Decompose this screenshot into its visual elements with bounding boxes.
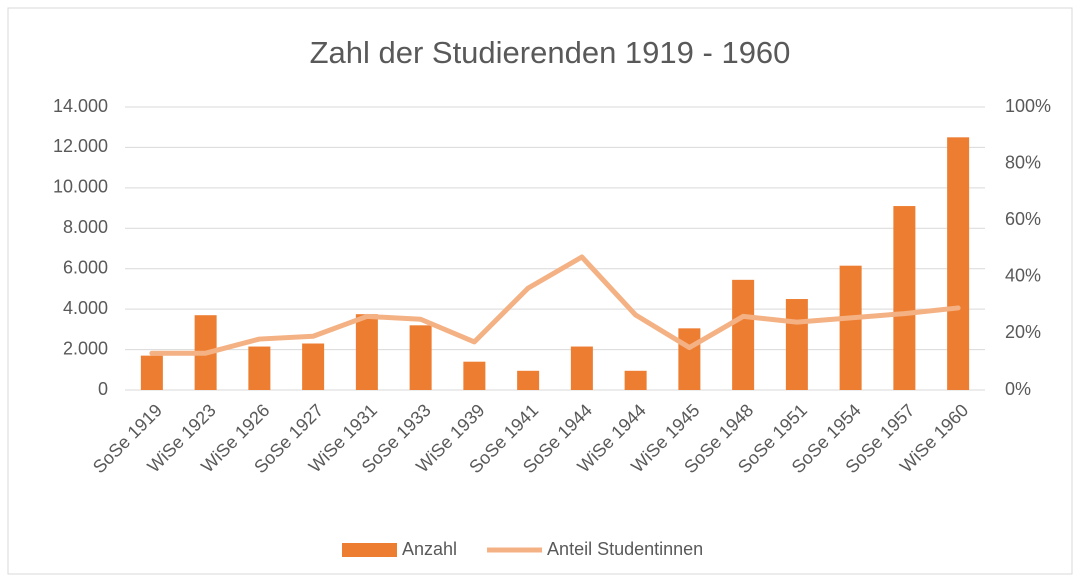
- y-tick-label: 4.000: [63, 298, 108, 318]
- y-tick-label: 10.000: [53, 177, 108, 197]
- y2-tick-label: 20%: [1005, 322, 1041, 342]
- bar: [517, 370, 540, 390]
- line: [149, 254, 961, 356]
- y2-tick-label: 100%: [1005, 96, 1051, 116]
- bar: [355, 314, 378, 390]
- bar: [839, 265, 862, 390]
- y-tick-label: 8.000: [63, 217, 108, 237]
- chart-title: Zahl der Studierenden 1919 - 1960: [310, 35, 791, 70]
- legend-label: Anzahl: [402, 539, 457, 559]
- y-tick-label: 0: [98, 379, 108, 399]
- bar: [409, 325, 432, 390]
- bar: [947, 137, 970, 390]
- bar: [248, 346, 271, 390]
- y2-tick-label: 0%: [1005, 379, 1031, 399]
- y-tick-label: 6.000: [63, 257, 108, 277]
- y2-tick-label: 40%: [1005, 266, 1041, 286]
- y2-tick-label: 80%: [1005, 152, 1041, 172]
- bar: [570, 346, 593, 390]
- y2-tick-label: 60%: [1005, 209, 1041, 229]
- y-tick-label: 14.000: [53, 96, 108, 116]
- y-tick-label: 12.000: [53, 136, 108, 156]
- bar: [140, 355, 163, 390]
- bar: [624, 370, 647, 390]
- bar: [463, 361, 486, 390]
- y-tick-label: 2.000: [63, 338, 108, 358]
- bar: [893, 206, 916, 390]
- bar: [785, 299, 808, 390]
- bar: [678, 328, 701, 390]
- legend-swatch: [342, 543, 397, 557]
- legend-label: Anteil Studentinnen: [547, 539, 703, 559]
- bar: [732, 279, 755, 390]
- bar: [302, 343, 325, 390]
